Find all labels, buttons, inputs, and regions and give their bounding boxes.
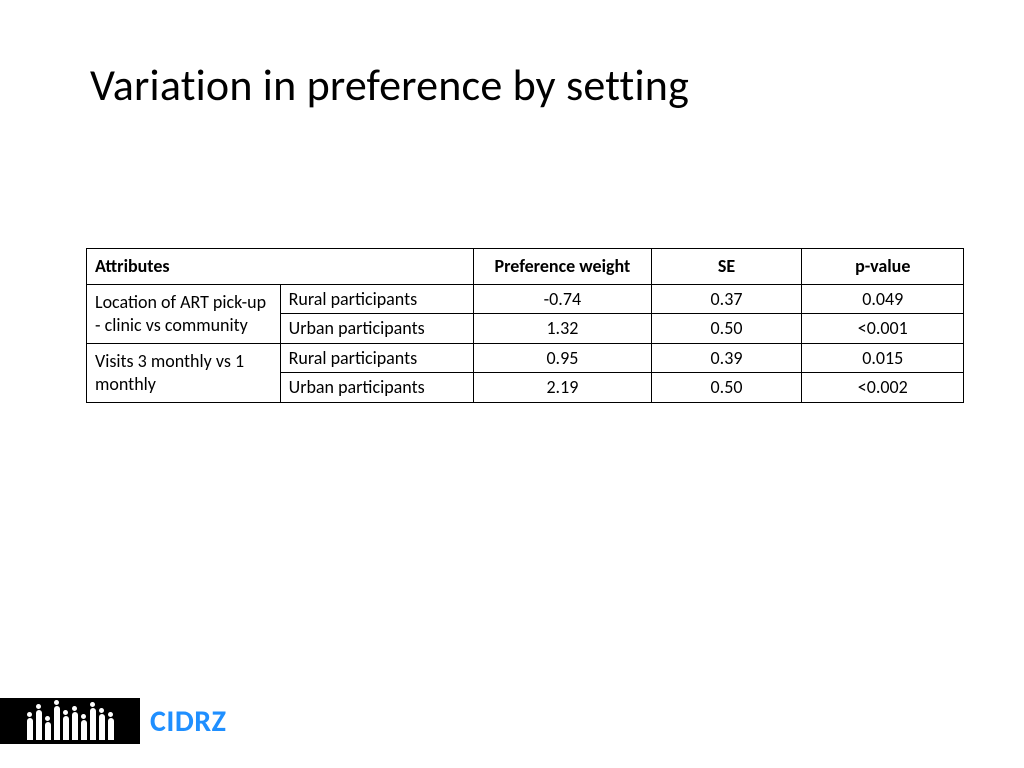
cidrz-logo: CIDRZ xyxy=(0,698,227,744)
cell-pv: 0.015 xyxy=(802,343,964,373)
preference-table: Attributes Preference weight SE p-value … xyxy=(86,248,964,403)
cell-pv: 0.049 xyxy=(802,284,964,314)
table: Attributes Preference weight SE p-value … xyxy=(86,248,964,403)
attr-label: Location of ART pick-up - clinic vs comm… xyxy=(87,284,281,343)
table-body: Location of ART pick-up - clinic vs comm… xyxy=(87,284,964,402)
logo-text: CIDRZ xyxy=(150,703,227,740)
attr-label: Visits 3 monthly vs 1 monthly xyxy=(87,343,281,402)
table-row: Visits 3 monthly vs 1 monthly Rural part… xyxy=(87,343,964,373)
cell-pw: -0.74 xyxy=(474,284,651,314)
cell-se: 0.50 xyxy=(651,373,802,403)
cell-se: 0.39 xyxy=(651,343,802,373)
slide-title: Variation in preference by setting xyxy=(90,58,689,112)
logo-people-icon xyxy=(0,698,140,744)
table-row: Location of ART pick-up - clinic vs comm… xyxy=(87,284,964,314)
sub-label: Rural participants xyxy=(280,284,474,314)
table-header-row: Attributes Preference weight SE p-value xyxy=(87,249,964,285)
slide: Variation in preference by setting Attri… xyxy=(0,0,1024,768)
col-pref-weight: Preference weight xyxy=(474,249,651,285)
cell-pv: <0.002 xyxy=(802,373,964,403)
cell-pv: <0.001 xyxy=(802,314,964,344)
sub-label: Urban participants xyxy=(280,314,474,344)
cell-pw: 2.19 xyxy=(474,373,651,403)
cell-pw: 1.32 xyxy=(474,314,651,344)
col-attributes: Attributes xyxy=(87,249,474,285)
col-se: SE xyxy=(651,249,802,285)
sub-label: Rural participants xyxy=(280,343,474,373)
cell-se: 0.50 xyxy=(651,314,802,344)
col-pvalue: p-value xyxy=(802,249,964,285)
sub-label: Urban participants xyxy=(280,373,474,403)
cell-pw: 0.95 xyxy=(474,343,651,373)
cell-se: 0.37 xyxy=(651,284,802,314)
